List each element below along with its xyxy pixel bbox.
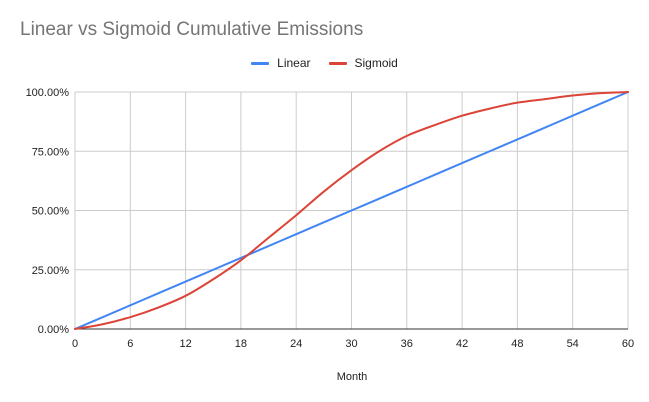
legend-item-linear[interactable]: Linear (251, 56, 311, 70)
legend-label-sigmoid: Sigmoid (354, 56, 398, 70)
x-tick-label: 0 (72, 338, 78, 350)
y-tick-label: 25.00% (32, 265, 70, 277)
x-tick-label: 12 (179, 338, 191, 350)
x-tick-label: 24 (290, 338, 302, 350)
chart-title: Linear vs Sigmoid Cumulative Emissions (20, 19, 364, 40)
legend: Linear Sigmoid (0, 56, 649, 70)
x-tick-label: 48 (511, 338, 523, 350)
legend-swatch-sigmoid (328, 61, 347, 65)
y-tick-label: 50.00% (32, 206, 70, 218)
x-axis-title: Month (337, 371, 368, 383)
legend-swatch-linear (251, 61, 270, 65)
series-line-sigmoid[interactable] (74, 91, 629, 330)
y-tick-label: 75.00% (32, 146, 70, 158)
series-lines (74, 91, 629, 330)
x-tick-label: 6 (127, 338, 133, 350)
x-tick-label: 60 (622, 338, 634, 350)
x-tick-label: 18 (235, 338, 247, 350)
series-line-linear[interactable] (74, 91, 629, 330)
legend-label-linear: Linear (277, 56, 311, 70)
x-tick-label: 36 (401, 338, 413, 350)
y-tick-label: 0.00% (38, 324, 69, 336)
y-tick-label: 100.00% (26, 87, 70, 99)
x-tick-label: 30 (345, 338, 357, 350)
legend-item-sigmoid[interactable]: Sigmoid (328, 56, 398, 70)
x-tick-label: 42 (456, 338, 468, 350)
x-tick-label: 54 (567, 338, 579, 350)
tick-labels: 0 6 12 18 24 30 36 42 48 54 60 0.00% 25.00% 50.00% 75.… (26, 87, 635, 350)
